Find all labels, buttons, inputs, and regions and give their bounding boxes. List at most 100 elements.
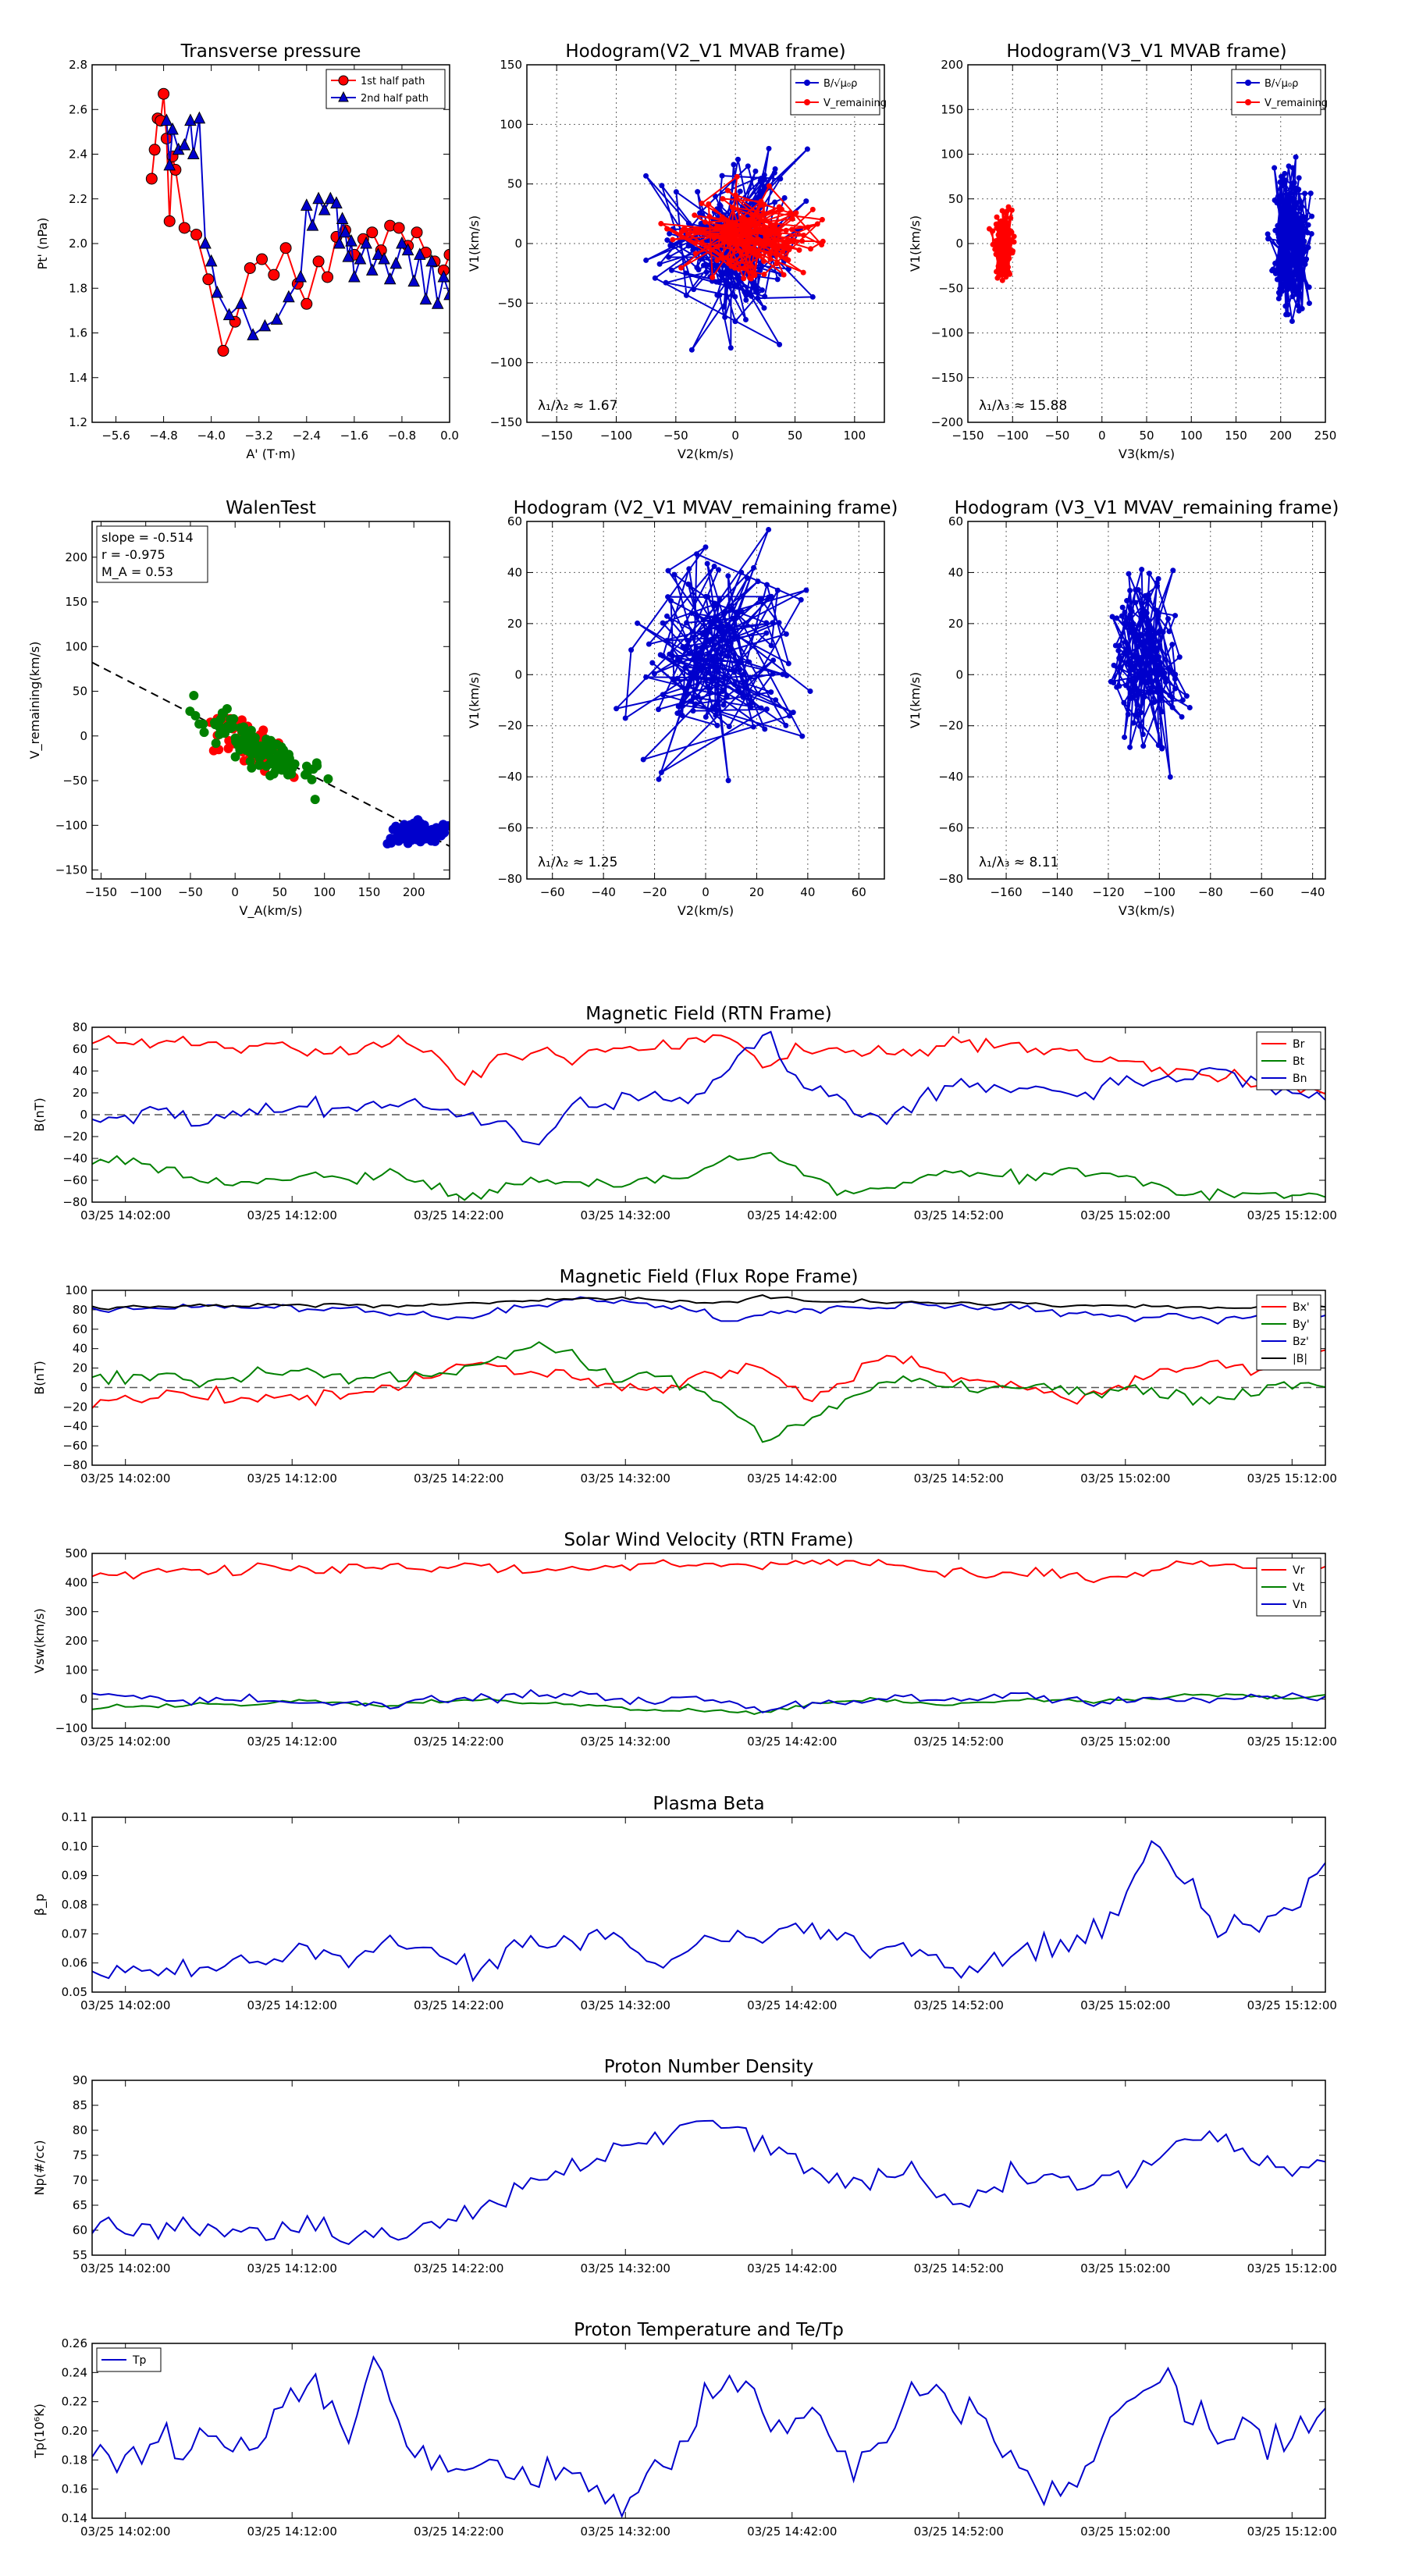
hodogram-point bbox=[710, 274, 716, 280]
x-tick-label: 20 bbox=[749, 885, 764, 899]
x-tick-label: −100 bbox=[997, 429, 1029, 443]
hodogram-point bbox=[720, 196, 726, 202]
hodogram-point bbox=[752, 168, 759, 174]
data-point bbox=[178, 137, 191, 151]
hodogram-point bbox=[1144, 632, 1150, 638]
hodogram-point bbox=[1155, 576, 1161, 582]
hodogram-point bbox=[694, 614, 700, 621]
hodogram-point bbox=[1130, 667, 1136, 673]
y-tick-label: −60 bbox=[62, 1439, 87, 1453]
hodogram-point bbox=[667, 651, 673, 657]
y-axis-label: β_p bbox=[32, 1894, 48, 1916]
hodogram-point bbox=[1155, 681, 1161, 687]
hodogram-point bbox=[745, 163, 751, 169]
data-point bbox=[279, 242, 292, 254]
hodogram-point bbox=[749, 237, 756, 244]
legend-label: B/√μ₀ρ bbox=[823, 78, 857, 90]
hodogram-point bbox=[999, 277, 1005, 283]
hodogram-point bbox=[790, 710, 796, 716]
hodogram-point bbox=[684, 620, 690, 626]
hodogram-point bbox=[687, 650, 693, 656]
x-tick-label: 03/25 14:52:00 bbox=[914, 1208, 1004, 1222]
hodogram-point bbox=[1003, 244, 1009, 251]
chart-title: Magnetic Field (RTN Frame) bbox=[585, 1004, 832, 1024]
hodogram-point bbox=[691, 286, 697, 293]
data-point bbox=[333, 236, 346, 249]
y-tick-label: 2.2 bbox=[69, 192, 87, 206]
hodogram-point bbox=[749, 247, 756, 254]
x-tick-label: 0 bbox=[731, 429, 739, 443]
legend-label: Bz' bbox=[1293, 1336, 1309, 1348]
hodogram-point bbox=[1284, 286, 1290, 293]
hodogram-point bbox=[1146, 596, 1152, 602]
y-axis-label: V1(km/s) bbox=[467, 215, 482, 272]
hodogram-point bbox=[737, 188, 743, 194]
x-axis-label: V_A(km/s) bbox=[240, 903, 303, 919]
chart-title: Hodogram(V3_V1 MVAB frame) bbox=[1006, 41, 1286, 62]
y-tick-label: −20 bbox=[938, 719, 963, 733]
hodogram-point bbox=[793, 210, 799, 216]
hodogram-point bbox=[726, 724, 732, 730]
y-tick-label: −100 bbox=[490, 356, 522, 370]
hodogram-point bbox=[1186, 705, 1193, 711]
hodogram-point bbox=[808, 246, 814, 252]
data-point bbox=[360, 236, 372, 249]
hodogram-point bbox=[622, 715, 628, 721]
hodogram-point bbox=[1140, 731, 1146, 738]
hodogram-point bbox=[719, 215, 725, 222]
hodogram-point bbox=[736, 266, 742, 272]
x-tick-label: 03/25 15:02:00 bbox=[1080, 1208, 1170, 1222]
hodogram-point bbox=[995, 231, 1001, 237]
hodogram-point bbox=[1290, 180, 1297, 187]
hodogram-point bbox=[1138, 710, 1144, 716]
hodogram-point bbox=[651, 671, 657, 677]
hodogram-point bbox=[1119, 604, 1126, 610]
hodogram-point bbox=[737, 237, 743, 244]
hodogram-point bbox=[766, 183, 772, 189]
hodogram-point bbox=[713, 707, 720, 713]
y-tick-label: 60 bbox=[73, 1322, 87, 1336]
hodogram-point bbox=[990, 241, 996, 247]
x-tick-label: 03/25 14:12:00 bbox=[247, 2261, 337, 2275]
x-axis-label: V2(km/s) bbox=[678, 903, 734, 918]
legend-label: Br bbox=[1293, 1038, 1305, 1051]
hodogram-point bbox=[1287, 276, 1293, 282]
x-axis-label: V2(km/s) bbox=[678, 447, 734, 461]
hodogram-point bbox=[734, 242, 740, 248]
y-axis-label: V1(km/s) bbox=[908, 215, 923, 272]
hodogram-point bbox=[743, 297, 749, 303]
y-tick-label: −100 bbox=[931, 326, 963, 340]
plot-area bbox=[1108, 567, 1193, 780]
hodogram-point bbox=[1151, 649, 1158, 655]
legend bbox=[790, 69, 880, 116]
hodogram-point bbox=[745, 248, 751, 254]
data-point bbox=[163, 215, 176, 227]
y-axis-label: V_remaining(km/s) bbox=[27, 642, 43, 760]
hodogram-point bbox=[1290, 213, 1297, 219]
hodogram-point bbox=[738, 609, 745, 615]
hodogram-point bbox=[678, 265, 685, 271]
x-tick-label: 100 bbox=[844, 429, 866, 443]
chart-title: Hodogram(V2_V1 MVAB frame) bbox=[565, 41, 845, 62]
hodogram-point bbox=[700, 617, 706, 623]
hodogram-point bbox=[1272, 270, 1279, 276]
walen-point bbox=[211, 738, 221, 749]
hodogram-point bbox=[774, 276, 781, 283]
series-line-Bx' bbox=[92, 1349, 1325, 1409]
y-tick-label: −20 bbox=[62, 1400, 87, 1414]
hodogram-point bbox=[1163, 676, 1169, 682]
hodogram-point bbox=[711, 234, 717, 240]
y-tick-label: 0.24 bbox=[62, 2365, 87, 2379]
hodogram-point bbox=[692, 671, 699, 677]
x-tick-label: 0 bbox=[231, 885, 239, 899]
x-tick-label: 03/25 14:22:00 bbox=[414, 2524, 503, 2539]
y-tick-label: 50 bbox=[73, 685, 87, 699]
hodogram-point bbox=[1144, 672, 1151, 678]
walen-point bbox=[264, 750, 274, 760]
walen-point bbox=[310, 795, 320, 805]
hodogram-point bbox=[720, 624, 726, 630]
hodogram-point bbox=[1170, 568, 1176, 574]
plot-frame bbox=[526, 521, 885, 880]
series-line-Vr bbox=[92, 1558, 1325, 1584]
hodogram-point bbox=[1111, 662, 1117, 668]
